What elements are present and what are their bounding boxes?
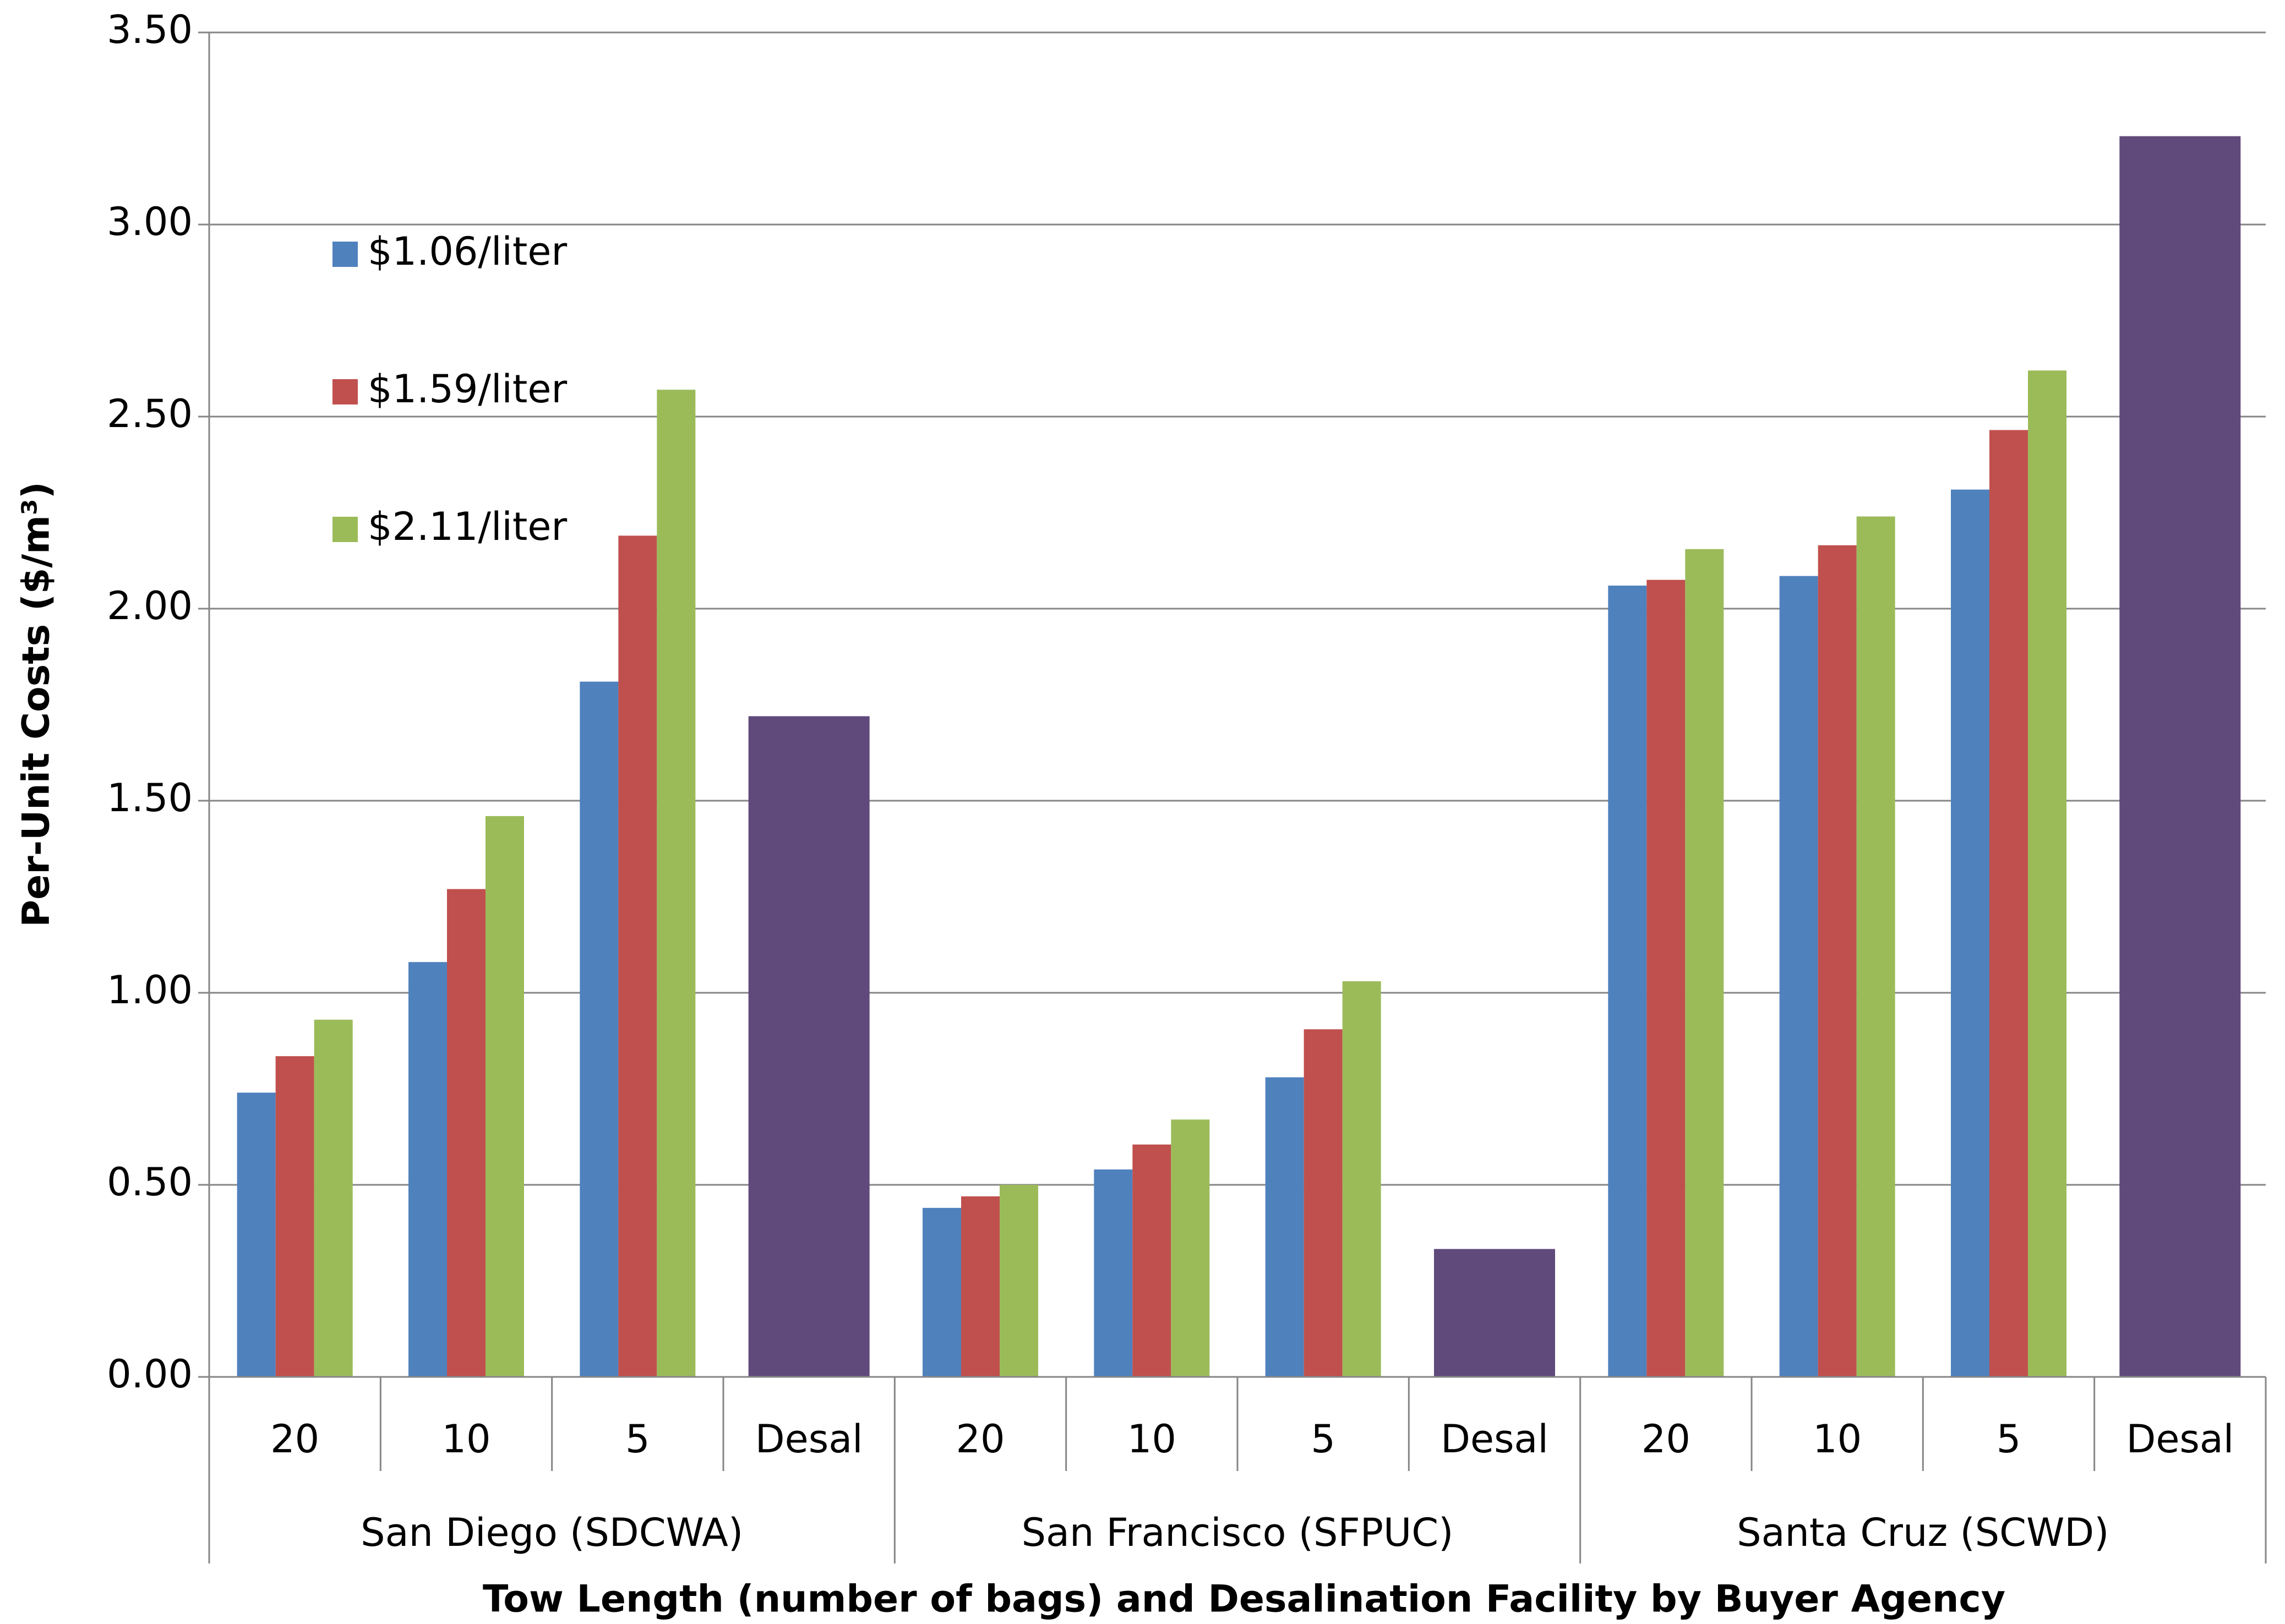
y-tick-label: 2.00 [107, 583, 193, 628]
bar [657, 390, 696, 1377]
x-tick-label: 5 [625, 1417, 650, 1462]
y-tick-label: 3.00 [107, 199, 193, 244]
bar [1171, 1119, 1210, 1377]
bar [1856, 516, 1895, 1377]
bar [2028, 370, 2066, 1377]
x-tick-label: 20 [1642, 1417, 1690, 1462]
legend-label: $1.59/liter [368, 367, 567, 412]
x-tick-label: Desal [2126, 1417, 2234, 1462]
bar [1989, 430, 2028, 1377]
bar [1132, 1144, 1171, 1377]
bar [1951, 489, 1989, 1377]
bar [1779, 576, 1818, 1377]
bar [486, 816, 524, 1377]
y-tick-label: 3.50 [107, 7, 193, 52]
bar [1265, 1077, 1304, 1377]
bar [314, 1019, 353, 1377]
bar [1818, 545, 1857, 1377]
bar [618, 535, 657, 1377]
x-tick-label: Desal [755, 1417, 863, 1462]
bar [1608, 586, 1647, 1377]
bar [447, 889, 486, 1377]
y-tick-label: 2.50 [107, 391, 193, 436]
bar [1685, 549, 1724, 1377]
x-tick-label: 5 [1997, 1417, 2021, 1462]
bar [237, 1092, 276, 1377]
y-tick-label: 1.00 [107, 967, 193, 1013]
bar [748, 716, 870, 1377]
group-label: Santa Cruz (SCWD) [1737, 1510, 2109, 1555]
x-tick-label: 10 [441, 1417, 490, 1462]
x-tick-label: 20 [956, 1417, 1005, 1462]
bar [2119, 136, 2241, 1377]
x-tick-label: Desal [1441, 1417, 1548, 1462]
x-tick-label: 5 [1311, 1417, 1335, 1462]
group-label: San Diego (SDCWA) [361, 1510, 743, 1555]
legend-swatch [332, 242, 358, 267]
bar [923, 1207, 961, 1377]
y-axis-title: Per-Unit Costs ($/m³) [15, 482, 58, 927]
y-tick-label: 1.50 [107, 775, 193, 821]
bar [1342, 981, 1381, 1377]
bar [961, 1196, 1000, 1377]
bar [408, 962, 447, 1377]
bar [275, 1056, 314, 1377]
bar [1434, 1249, 1555, 1377]
legend-label: $2.11/liter [368, 504, 567, 549]
x-tick-label: 10 [1813, 1417, 1862, 1462]
legend-swatch [332, 379, 358, 404]
group-label: San Francisco (SFPUC) [1022, 1510, 1454, 1555]
x-tick-label: 10 [1127, 1417, 1176, 1462]
x-tick-label: 20 [270, 1417, 319, 1462]
bar [580, 681, 619, 1377]
bar [1000, 1185, 1038, 1377]
bar [1094, 1169, 1133, 1377]
y-tick-label: 0.00 [107, 1352, 193, 1397]
bar [1646, 579, 1686, 1377]
x-axis-title: Tow Length (number of bags) and Desalina… [483, 1578, 2005, 1621]
bar [1304, 1029, 1343, 1377]
legend-label: $1.06/liter [368, 229, 567, 274]
legend-swatch [332, 517, 358, 542]
y-tick-label: 0.50 [107, 1160, 193, 1205]
